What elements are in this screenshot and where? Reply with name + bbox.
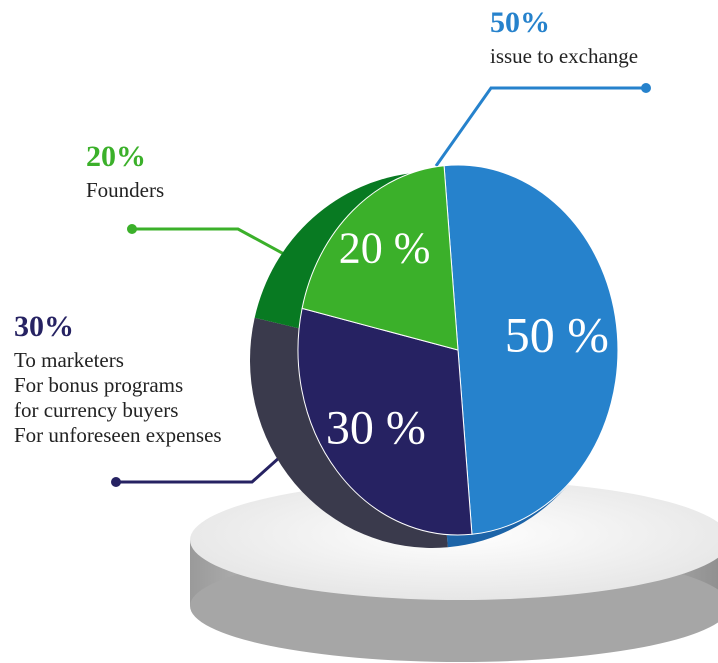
- leader-line-50: [434, 86, 646, 167]
- legend-30-percent: 30%: [14, 310, 74, 343]
- legend-30-line-2: For bonus programs: [14, 373, 184, 397]
- leader-dot-30: [111, 477, 121, 487]
- pie-slice-20: [301, 165, 459, 351]
- leader-dot-50: [641, 83, 651, 93]
- legend-50-percent: 50%: [490, 6, 550, 39]
- leader-dot-20: [127, 224, 137, 234]
- slice-labels: 50 % 30 % 20 %: [326, 223, 609, 454]
- legend-30-line-4: For unforeseen expenses: [14, 423, 222, 447]
- legend-20-line-1: Founders: [86, 178, 165, 202]
- pie-slice-50: [443, 164, 619, 535]
- legend-50-line-1: issue to exchange: [490, 44, 639, 68]
- slice-label-50: 50 %: [505, 306, 609, 362]
- legend-50: 50% issue to exchange: [490, 8, 638, 69]
- pie-face: [297, 164, 619, 536]
- legend-30-line-1: To marketers: [14, 348, 124, 372]
- legend-20: 20% Founders: [86, 142, 164, 203]
- podium: [190, 480, 718, 662]
- legend-20-percent: 20%: [86, 140, 146, 173]
- legend-30: 30% To marketers For bonus programs for …: [14, 312, 222, 448]
- slice-label-20: 20 %: [339, 223, 431, 272]
- pie-slice-30: [297, 307, 473, 536]
- legend-30-line-3: for currency buyers: [14, 398, 179, 422]
- slice-label-30: 30 %: [326, 402, 426, 455]
